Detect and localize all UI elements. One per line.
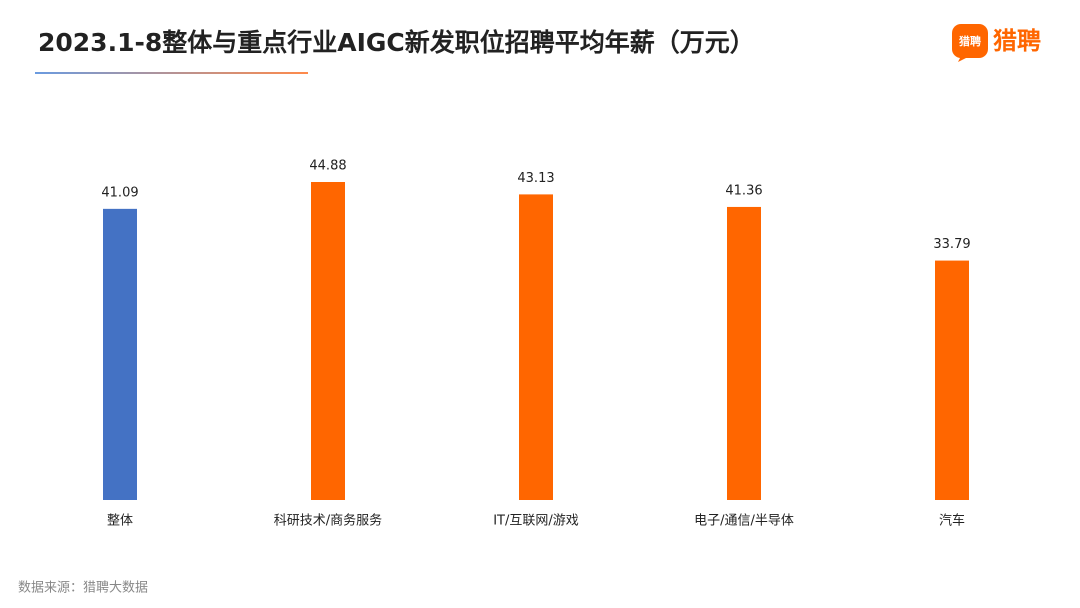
title-underline	[35, 72, 308, 74]
logo-tail	[958, 54, 970, 62]
bar	[519, 194, 553, 501]
data-label: 41.36	[725, 183, 762, 198]
bar	[727, 206, 761, 501]
chart-title: 2023.1-8整体与重点行业AIGC新发职位招聘平均年薪（万元）	[38, 28, 755, 57]
x-tick-label: 汽车	[939, 513, 965, 529]
x-tick-label: IT/互联网/游戏	[493, 514, 579, 529]
bar	[935, 260, 969, 500]
data-label: 43.13	[517, 171, 554, 186]
x-tick-label: 电子/通信/半导体	[694, 514, 794, 529]
data-label: 33.79	[933, 237, 970, 252]
source-note: 数据来源：猎聘大数据	[18, 581, 148, 596]
logo-icon	[952, 24, 988, 58]
bar	[103, 208, 137, 500]
x-tick-label: 科研技术/商务服务	[274, 513, 382, 529]
bar	[311, 182, 345, 500]
logo-icon-text: 猎聘	[959, 34, 981, 48]
data-label: 44.88	[309, 159, 346, 174]
data-label: 41.09	[101, 185, 138, 200]
x-tick-label: 整体	[107, 514, 133, 529]
logo-text: 猎聘	[993, 27, 1041, 55]
